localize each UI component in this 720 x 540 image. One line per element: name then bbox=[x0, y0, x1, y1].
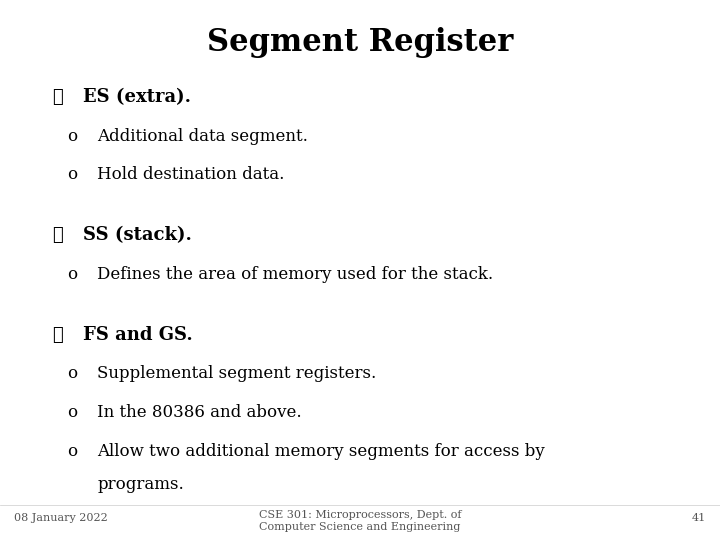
Text: CSE 301: Microprocessors, Dept. of
Computer Science and Engineering: CSE 301: Microprocessors, Dept. of Compu… bbox=[258, 510, 462, 532]
Text: Supplemental segment registers.: Supplemental segment registers. bbox=[97, 365, 377, 382]
Text: ✓: ✓ bbox=[53, 226, 63, 245]
Text: Defines the area of memory used for the stack.: Defines the area of memory used for the … bbox=[97, 266, 493, 283]
Text: o: o bbox=[67, 127, 77, 145]
Text: Segment Register: Segment Register bbox=[207, 27, 513, 58]
Text: Hold destination data.: Hold destination data. bbox=[97, 166, 284, 184]
Text: o: o bbox=[67, 266, 77, 283]
Text: 41: 41 bbox=[691, 514, 706, 523]
Text: o: o bbox=[67, 443, 77, 460]
Text: Allow two additional memory segments for access by: Allow two additional memory segments for… bbox=[97, 443, 545, 460]
Text: ✓: ✓ bbox=[53, 88, 63, 106]
Text: o: o bbox=[67, 365, 77, 382]
Text: In the 80386 and above.: In the 80386 and above. bbox=[97, 404, 302, 421]
Text: ✓: ✓ bbox=[53, 326, 63, 344]
Text: o: o bbox=[67, 166, 77, 184]
Text: o: o bbox=[67, 404, 77, 421]
Text: programs.: programs. bbox=[97, 476, 184, 493]
Text: FS and GS.: FS and GS. bbox=[83, 326, 192, 344]
Text: Additional data segment.: Additional data segment. bbox=[97, 127, 308, 145]
Text: 08 January 2022: 08 January 2022 bbox=[14, 514, 108, 523]
Text: ES (extra).: ES (extra). bbox=[83, 88, 191, 106]
Text: SS (stack).: SS (stack). bbox=[83, 226, 192, 245]
